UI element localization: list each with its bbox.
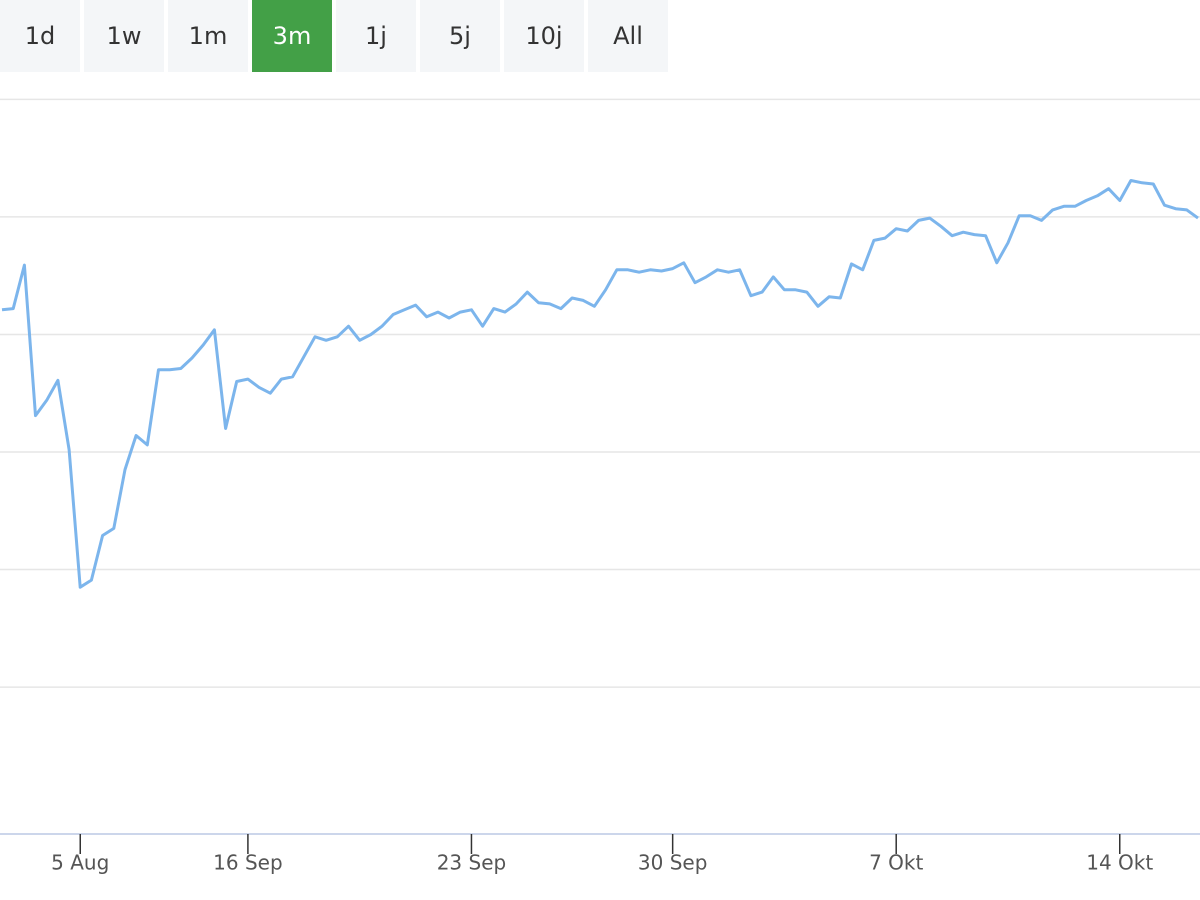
- range-button[interactable]: 1d: [0, 0, 80, 72]
- x-tick-label: 30 Sep: [638, 851, 708, 875]
- range-button[interactable]: 1w: [84, 0, 164, 72]
- price-line: [1, 179, 1199, 589]
- range-button[interactable]: 3m: [252, 0, 332, 72]
- x-tick-label: 5 Aug: [51, 851, 109, 875]
- range-button[interactable]: All: [588, 0, 668, 72]
- range-button[interactable]: 5j: [420, 0, 500, 72]
- x-tick-label: 16 Sep: [213, 851, 283, 875]
- range-button[interactable]: 10j: [504, 0, 584, 72]
- range-buttons: 1d 1w 1m 3m 1j 5j 10j All: [0, 0, 668, 72]
- range-button[interactable]: 1j: [336, 0, 416, 72]
- x-tick-label: 14 Okt: [1086, 851, 1153, 875]
- x-tick-label: 7 Okt: [869, 851, 923, 875]
- x-tick-label: 23 Sep: [437, 851, 507, 875]
- range-button[interactable]: 1m: [168, 0, 248, 72]
